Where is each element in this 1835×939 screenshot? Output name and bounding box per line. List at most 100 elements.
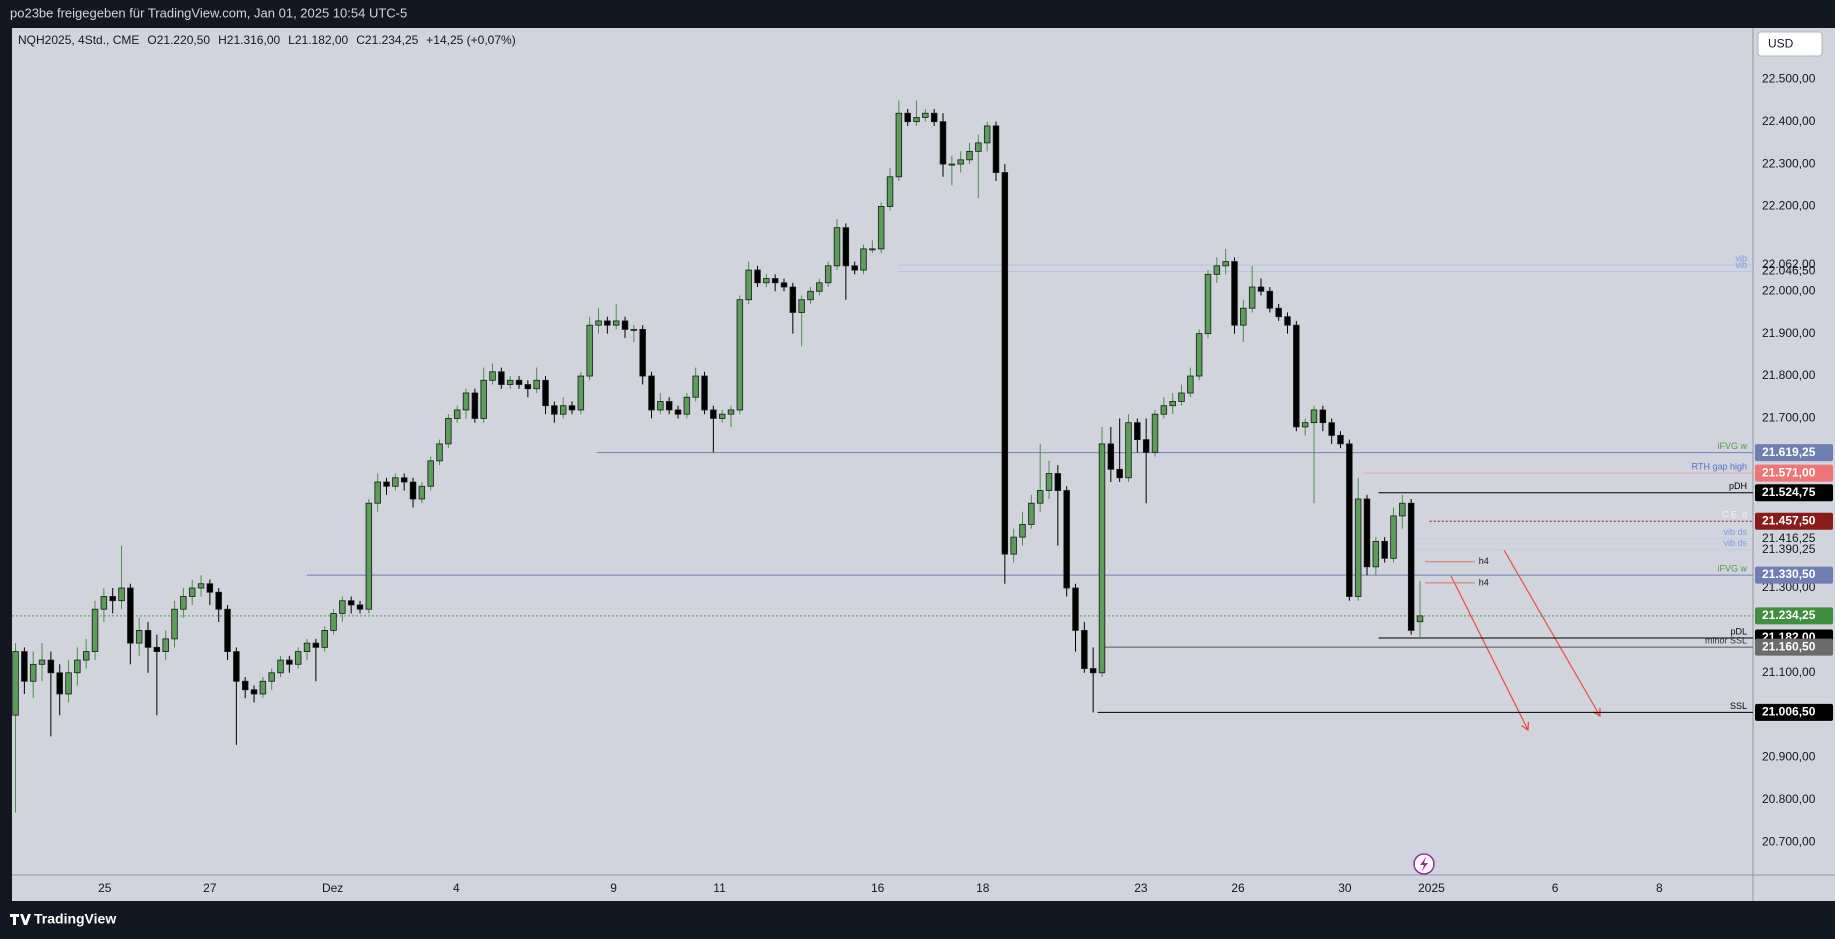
candle-body	[1363, 498, 1371, 568]
price-tag-label: 21.006,50	[1762, 705, 1816, 719]
candle-body	[38, 659, 46, 665]
price-tag-label: 21.457,50	[1762, 513, 1816, 527]
candle-body	[21, 651, 28, 682]
candle-body	[321, 629, 328, 648]
candle-body	[365, 502, 373, 610]
candle-body	[1407, 502, 1415, 631]
candle-body	[913, 117, 920, 123]
candle-body	[224, 608, 231, 652]
currency-button-label[interactable]: USD	[1768, 37, 1794, 51]
ohlc-value: L21.182,00	[288, 33, 348, 47]
candle-body	[816, 282, 823, 292]
candle-body	[330, 613, 337, 631]
price-tag-label: 21.571,00	[1762, 465, 1816, 479]
candle-body	[1019, 524, 1026, 538]
candle-body	[1416, 615, 1424, 623]
x-tick-label: 6	[1552, 881, 1559, 895]
level-note: vib	[1735, 253, 1747, 263]
price-tag-label: 21.619,25	[1762, 445, 1816, 459]
candle-body	[259, 680, 267, 695]
candle-body	[153, 646, 161, 652]
y-tick-label: 21.100,00	[1762, 665, 1816, 679]
y-tick-label: 21.800,00	[1762, 368, 1816, 382]
candle-body	[1134, 422, 1141, 441]
candle-body	[1178, 392, 1185, 402]
candle-body	[1036, 490, 1044, 504]
candle-body	[1222, 261, 1229, 267]
y-tick-label: 22.200,00	[1762, 199, 1816, 213]
candle-body	[665, 401, 673, 411]
candle-body	[975, 142, 982, 152]
event-icon[interactable]	[1413, 853, 1435, 875]
candle-body	[1142, 439, 1150, 453]
level-note: vib	[1735, 260, 1747, 270]
candle-body	[1346, 443, 1353, 597]
level-note: iFVG w	[1717, 563, 1747, 573]
candle-body	[1372, 540, 1380, 568]
price-tag	[1755, 703, 1833, 721]
candle-body	[1010, 536, 1017, 555]
candle-body	[1081, 629, 1088, 669]
candle-body	[427, 460, 434, 487]
candle-body	[294, 651, 302, 665]
level-note: pDH	[1729, 481, 1747, 491]
candle-body	[1328, 422, 1335, 436]
share-header: po23be freigegeben für TradingView.com, …	[10, 5, 407, 20]
candle-body	[551, 405, 558, 415]
candle-body	[1354, 498, 1362, 597]
x-tick-label: Dez	[322, 881, 343, 895]
candle-body	[12, 651, 19, 716]
candle-body	[577, 375, 585, 411]
candle-body	[1054, 473, 1062, 491]
candle-body	[303, 642, 311, 652]
price-tag-label: 22.046,50	[1762, 264, 1816, 278]
candle-body	[718, 413, 726, 419]
candle-body	[1390, 515, 1397, 559]
ohlc-value: H21.316,00	[218, 33, 280, 47]
candle-body	[595, 320, 602, 326]
level-note: pDL	[1730, 626, 1747, 636]
candle-body	[842, 227, 850, 267]
candle-body	[1284, 316, 1291, 326]
y-tick-label: 22.500,00	[1762, 71, 1816, 85]
candle-body	[268, 672, 275, 682]
candle-body	[109, 596, 116, 602]
candle-body	[1319, 409, 1327, 424]
x-tick-label: 27	[203, 881, 217, 895]
price-tag-label: 21.234,25	[1762, 608, 1816, 622]
candle-body	[604, 320, 611, 326]
candle-body	[992, 125, 1000, 173]
candle-body	[1240, 307, 1247, 326]
y-tick-label: 22.400,00	[1762, 114, 1816, 128]
currency-button[interactable]: USD	[1757, 31, 1823, 57]
candle-body	[356, 604, 364, 610]
drawing-arrow	[1503, 549, 1601, 718]
candle-body	[453, 409, 461, 419]
candle-body	[869, 248, 876, 251]
candle-body	[29, 663, 37, 682]
candle-body	[312, 642, 320, 648]
candle-body	[533, 379, 540, 390]
currency-button-box[interactable]	[1757, 31, 1823, 57]
x-tick-label: 4	[453, 881, 460, 895]
level-note: SSL	[1730, 701, 1747, 711]
event-icon-bolt[interactable]	[1420, 857, 1428, 871]
candle-body	[233, 651, 240, 682]
candle-body	[188, 587, 196, 597]
candle-body	[118, 587, 125, 602]
candle-body	[559, 405, 567, 415]
candle-body	[1275, 307, 1282, 318]
candle-body	[1169, 401, 1176, 407]
candle-body	[1151, 413, 1159, 453]
x-tick-label: 8	[1656, 881, 1663, 895]
candle-body	[674, 409, 682, 415]
level-note: vib ds	[1723, 538, 1747, 548]
candle-body	[1160, 405, 1168, 415]
x-tick-label: 11	[713, 881, 726, 895]
candle-body	[1187, 375, 1194, 394]
candle-body	[754, 269, 761, 284]
logo-icon	[10, 914, 31, 925]
candle-body	[82, 651, 90, 661]
